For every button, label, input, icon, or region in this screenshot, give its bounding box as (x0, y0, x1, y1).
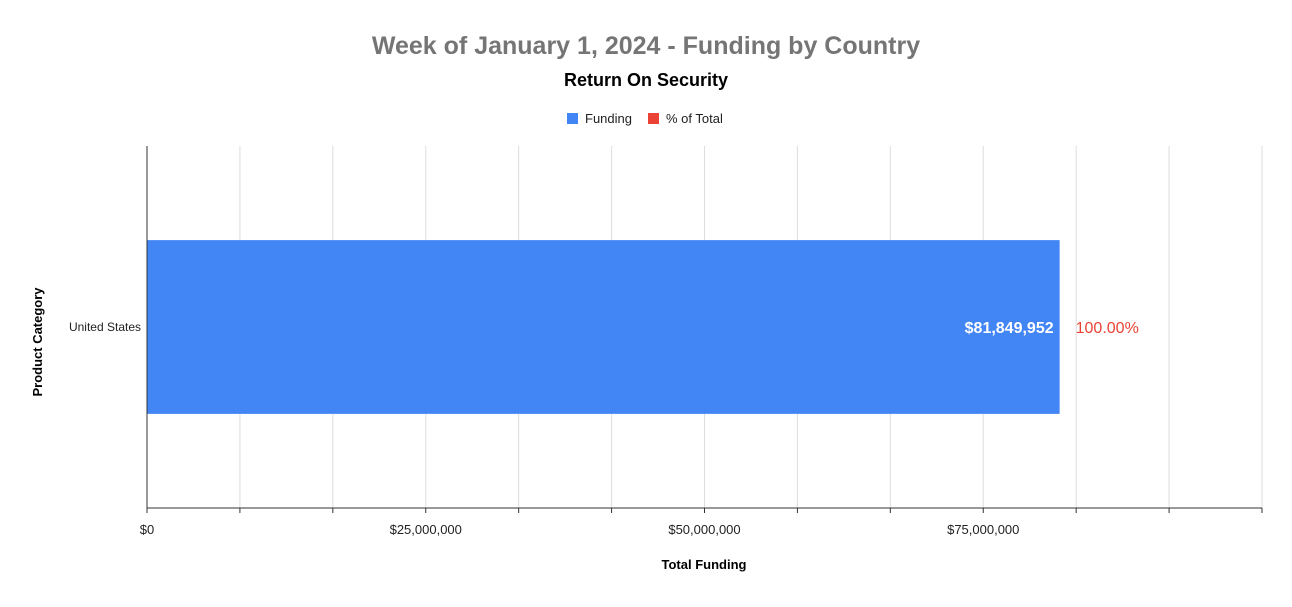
legend-label-funding: Funding (585, 111, 632, 126)
x-tick-label: $75,000,000 (947, 522, 1019, 537)
x-axis-title: Total Funding (662, 557, 747, 572)
bars (147, 240, 1060, 414)
legend-label-percent: % of Total (666, 111, 723, 126)
x-tick-label: $25,000,000 (390, 522, 462, 537)
data-label-funding: $81,849,952 (965, 320, 1054, 337)
legend-swatch-percent (648, 113, 659, 124)
legend-swatch-funding (567, 113, 578, 124)
x-tick-label: $0 (140, 522, 154, 537)
category-label: United States (69, 320, 141, 334)
chart-title: Week of January 1, 2024 - Funding by Cou… (372, 32, 920, 60)
x-tick-label: $50,000,000 (668, 522, 740, 537)
data-label-percent: 100.00% (1076, 320, 1139, 337)
category-labels: United States (69, 320, 141, 334)
data-labels: $81,849,952 100.00% (965, 320, 1139, 337)
y-axis-title: Product Category (30, 287, 45, 397)
x-tick-labels: $0 $25,000,000 $50,000,000 $75,000,000 (140, 522, 1020, 537)
bar-funding (147, 240, 1060, 414)
chart-subtitle: Return On Security (564, 70, 728, 90)
axes (146, 146, 1263, 513)
legend: Funding % of Total (567, 111, 723, 126)
